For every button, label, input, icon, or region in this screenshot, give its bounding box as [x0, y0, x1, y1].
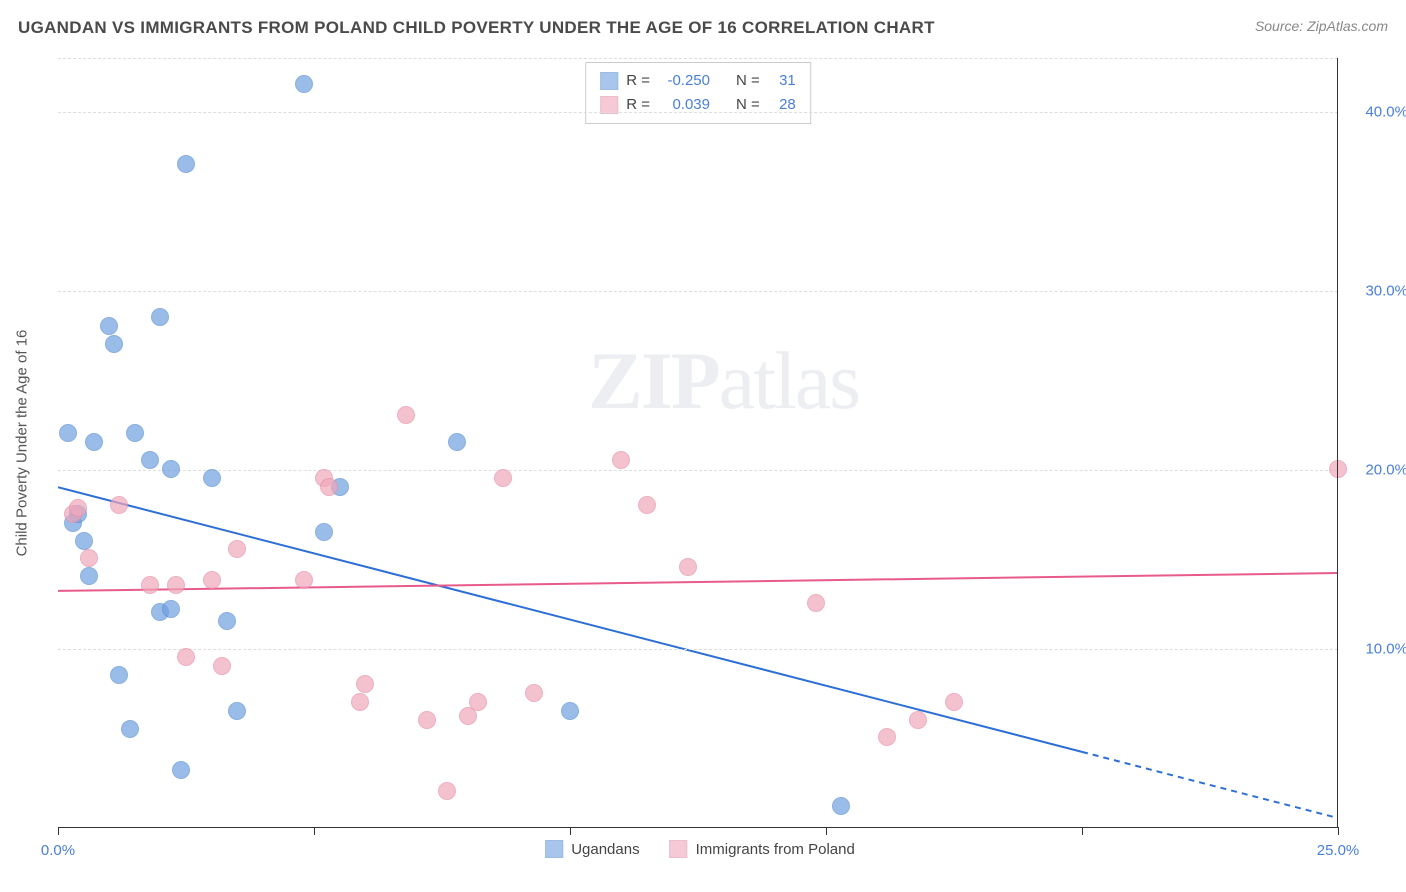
plot-area: ZIPatlas R = -0.250 N = 31 R = 0.039 N =… — [58, 58, 1338, 828]
data-point — [110, 496, 128, 514]
data-point — [351, 693, 369, 711]
grid-line — [58, 470, 1338, 471]
data-point — [228, 540, 246, 558]
grid-line — [58, 649, 1338, 650]
x-tick — [1082, 827, 1083, 835]
data-point — [612, 451, 630, 469]
data-point — [638, 496, 656, 514]
legend-item: Immigrants from Poland — [670, 840, 855, 858]
watermark: ZIPatlas — [588, 334, 859, 428]
legend-item: Ugandans — [545, 840, 639, 858]
data-point — [218, 612, 236, 630]
stat-n-label: N = — [736, 69, 760, 93]
grid-line — [58, 291, 1338, 292]
data-point — [679, 558, 697, 576]
chart-title: UGANDAN VS IMMIGRANTS FROM POLAND CHILD … — [18, 18, 935, 38]
data-point — [126, 424, 144, 442]
legend-swatch — [600, 72, 618, 90]
data-point — [561, 702, 579, 720]
stat-n-label: N = — [736, 93, 760, 117]
x-tick-label: 25.0% — [1317, 842, 1360, 859]
data-point — [110, 666, 128, 684]
data-point — [69, 499, 87, 517]
data-point — [295, 571, 313, 589]
data-point — [162, 600, 180, 618]
legend-label: Immigrants from Poland — [696, 841, 855, 858]
data-point — [203, 469, 221, 487]
data-point — [121, 720, 139, 738]
data-point — [203, 571, 221, 589]
data-point — [397, 406, 415, 424]
legend-label: Ugandans — [571, 841, 639, 858]
trend-line — [58, 573, 1338, 591]
data-point — [448, 433, 466, 451]
stat-r-value: -0.250 — [658, 69, 710, 93]
data-point — [85, 433, 103, 451]
data-point — [59, 424, 77, 442]
stat-n-value: 28 — [768, 93, 796, 117]
y-tick-label: 10.0% — [1348, 640, 1406, 657]
y-tick-label: 40.0% — [1348, 103, 1406, 120]
stat-r-value: 0.039 — [658, 93, 710, 117]
data-point — [494, 469, 512, 487]
data-point — [909, 711, 927, 729]
data-point — [177, 648, 195, 666]
x-tick — [58, 827, 59, 835]
chart-container: Child Poverty Under the Age of 16 ZIPatl… — [50, 58, 1350, 828]
y-axis-label: Child Poverty Under the Age of 16 — [14, 330, 31, 557]
data-point — [315, 523, 333, 541]
y-tick-label: 30.0% — [1348, 282, 1406, 299]
legend-swatch — [545, 840, 563, 858]
data-point — [141, 451, 159, 469]
x-tick-label: 0.0% — [41, 842, 75, 859]
data-point — [80, 567, 98, 585]
x-tick — [1338, 827, 1339, 835]
data-point — [213, 657, 231, 675]
data-point — [80, 549, 98, 567]
data-point — [162, 460, 180, 478]
trendlines-svg — [58, 58, 1338, 827]
data-point — [469, 693, 487, 711]
data-point — [167, 576, 185, 594]
data-point — [228, 702, 246, 720]
grid-line — [58, 58, 1338, 59]
data-point — [320, 478, 338, 496]
stats-legend: R = -0.250 N = 31 R = 0.039 N = 28 — [585, 62, 811, 124]
grid-line — [58, 112, 1338, 113]
stat-r-label: R = — [626, 69, 650, 93]
data-point — [525, 684, 543, 702]
data-point — [356, 675, 374, 693]
data-point — [438, 782, 456, 800]
stat-legend-row: R = -0.250 N = 31 — [600, 69, 796, 93]
y-tick-label: 20.0% — [1348, 461, 1406, 478]
x-tick — [570, 827, 571, 835]
stat-r-label: R = — [626, 93, 650, 117]
legend-swatch — [670, 840, 688, 858]
data-point — [75, 532, 93, 550]
data-point — [295, 75, 313, 93]
stat-n-value: 31 — [768, 69, 796, 93]
data-point — [151, 308, 169, 326]
data-point — [945, 693, 963, 711]
data-point — [1329, 460, 1347, 478]
data-point — [878, 728, 896, 746]
data-point — [807, 594, 825, 612]
x-tick — [314, 827, 315, 835]
series-legend: Ugandans Immigrants from Poland — [545, 840, 855, 858]
data-point — [172, 761, 190, 779]
trend-line-dashed — [1082, 752, 1338, 818]
data-point — [105, 335, 123, 353]
x-tick — [826, 827, 827, 835]
data-point — [177, 155, 195, 173]
source-label: Source: ZipAtlas.com — [1255, 18, 1388, 34]
stat-legend-row: R = 0.039 N = 28 — [600, 93, 796, 117]
data-point — [141, 576, 159, 594]
data-point — [832, 797, 850, 815]
data-point — [100, 317, 118, 335]
data-point — [418, 711, 436, 729]
